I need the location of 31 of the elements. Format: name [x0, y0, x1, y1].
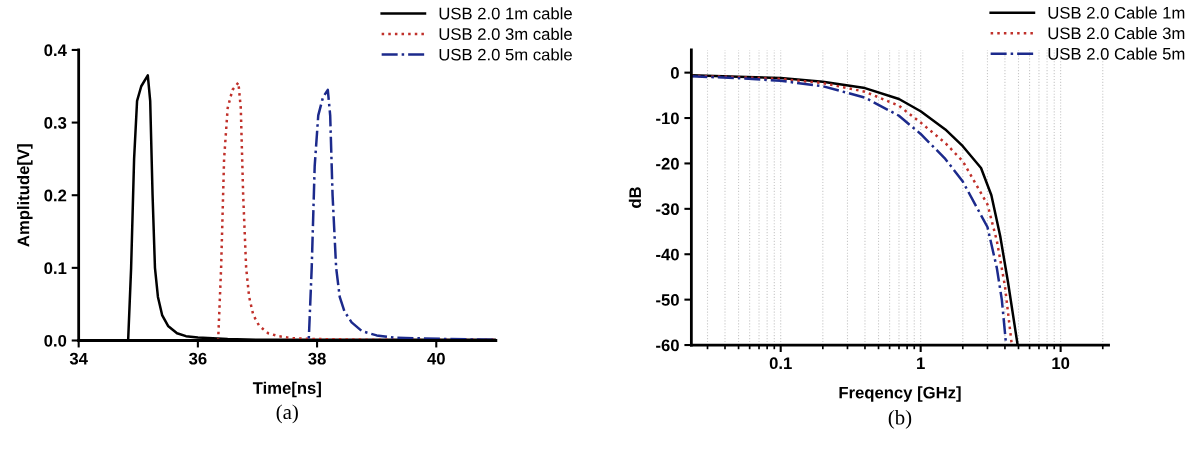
y-tick-label: 0.2 [44, 189, 67, 202]
x-tick-label: 1 [917, 357, 925, 369]
y-tick-label: -40 [656, 248, 679, 261]
x-tick-label: 10 [1052, 357, 1070, 370]
text: (b) [888, 409, 912, 429]
legend-label: USB 2.0 1m cable [439, 7, 572, 20]
y-tick-label: 0.4 [44, 44, 67, 57]
x-tick-label: 40 [427, 352, 445, 365]
y-tick-label: -50 [656, 294, 679, 306]
x-tick-label: 38 [308, 352, 326, 365]
x-tick-label: 36 [188, 352, 207, 365]
y-tick-label: -20 [656, 157, 679, 170]
y-tick-label: 0.1 [44, 262, 67, 275]
y-tick-label: -30 [656, 203, 679, 216]
x-tick-label: 34 [69, 352, 88, 365]
legend-label: USB 2.0 3m cable [439, 27, 572, 40]
y-tick-label: -10 [656, 112, 679, 125]
x-tick-label: 0.1 [769, 357, 792, 370]
x-axis-title: Time[ns] [252, 381, 321, 398]
legend-label: USB 2.0 Cable 1m [1048, 6, 1185, 19]
legend-label: USB 2.0 Cable 3m [1048, 26, 1185, 40]
legend-label: USB 2.0 Cable 5m [1048, 47, 1185, 60]
y-tick-label: 0.0 [44, 334, 67, 347]
y-tick-label: -60 [656, 339, 679, 352]
text: (a) [276, 404, 298, 424]
y-tick-label: 0.3 [44, 116, 67, 129]
x-axis-title: Freqency [GHz] [839, 386, 961, 402]
y-tick-label: 0 [670, 67, 679, 79]
legend-label: USB 2.0 5m cable [439, 48, 572, 61]
y-axis-title: Amplitude[V] [17, 144, 33, 247]
y-axis-title: dB [628, 187, 642, 208]
